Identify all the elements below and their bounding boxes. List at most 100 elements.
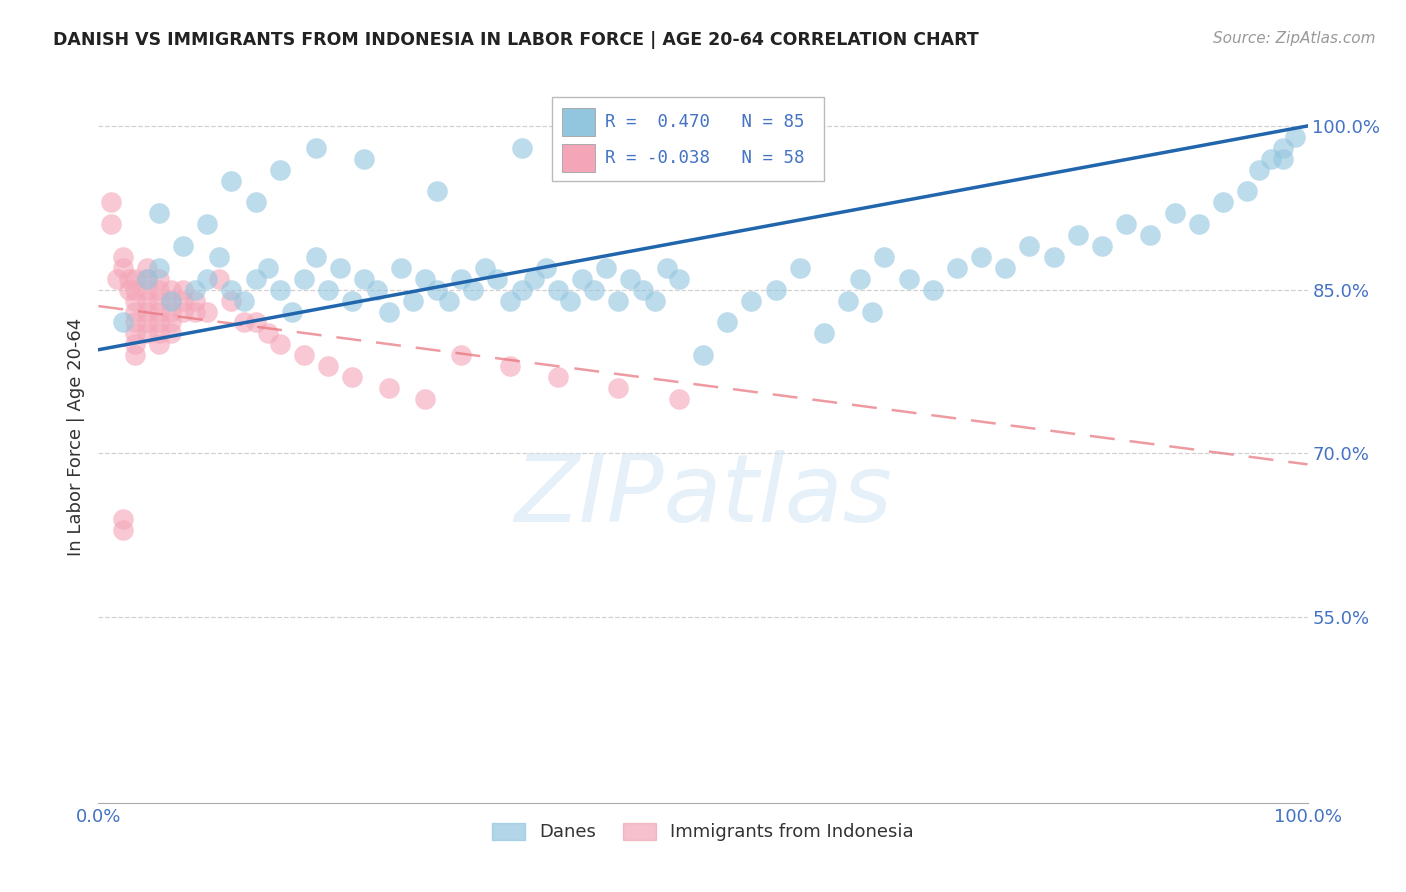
Point xyxy=(1272,141,1295,155)
Point xyxy=(124,272,146,286)
Point xyxy=(668,392,690,406)
Point xyxy=(474,260,496,275)
Point xyxy=(571,272,593,286)
Point xyxy=(269,283,291,297)
Point xyxy=(849,272,872,286)
Point xyxy=(1163,206,1185,220)
Text: ZIPatlas: ZIPatlas xyxy=(515,450,891,541)
Point xyxy=(305,250,328,264)
Point xyxy=(450,348,472,362)
Point xyxy=(172,239,194,253)
Point xyxy=(135,315,157,329)
Point xyxy=(426,283,449,297)
Point xyxy=(860,304,883,318)
Point xyxy=(377,381,399,395)
Point xyxy=(124,326,146,341)
Point xyxy=(195,304,218,318)
Point xyxy=(232,293,254,308)
Point xyxy=(329,260,352,275)
Point xyxy=(118,283,141,297)
Point xyxy=(221,283,243,297)
Point xyxy=(583,283,606,297)
Legend: Danes, Immigrants from Indonesia: Danes, Immigrants from Indonesia xyxy=(485,815,921,848)
Point xyxy=(135,272,157,286)
Point xyxy=(1067,228,1090,243)
Point xyxy=(160,293,183,308)
Point xyxy=(946,260,969,275)
Text: R = -0.038   N = 58: R = -0.038 N = 58 xyxy=(605,149,804,167)
Point xyxy=(160,315,183,329)
Point xyxy=(813,326,835,341)
Text: Source: ZipAtlas.com: Source: ZipAtlas.com xyxy=(1212,31,1375,46)
Point xyxy=(631,283,654,297)
Point xyxy=(558,293,581,308)
Point xyxy=(389,260,412,275)
Point xyxy=(1018,239,1040,253)
Point xyxy=(160,293,183,308)
Point xyxy=(994,260,1017,275)
Point xyxy=(534,260,557,275)
Point xyxy=(100,217,122,231)
Point xyxy=(208,250,231,264)
Point xyxy=(486,272,509,286)
Point xyxy=(135,272,157,286)
Point xyxy=(402,293,425,308)
Point xyxy=(463,283,485,297)
Point xyxy=(245,272,267,286)
Point xyxy=(184,304,207,318)
Point xyxy=(1042,250,1064,264)
Point xyxy=(269,162,291,177)
Bar xyxy=(561,144,595,171)
Point xyxy=(105,272,128,286)
Point xyxy=(740,293,762,308)
Point xyxy=(1249,162,1271,177)
Point xyxy=(195,272,218,286)
Point xyxy=(124,283,146,297)
Point xyxy=(607,293,630,308)
Point xyxy=(305,141,328,155)
Point xyxy=(148,326,170,341)
Point xyxy=(921,283,943,297)
Point xyxy=(1212,195,1234,210)
Point xyxy=(366,283,388,297)
Point xyxy=(426,185,449,199)
Point xyxy=(221,173,243,187)
Text: R =  0.470   N = 85: R = 0.470 N = 85 xyxy=(605,112,804,131)
Point xyxy=(160,283,183,297)
Point xyxy=(281,304,304,318)
Point xyxy=(195,217,218,231)
Point xyxy=(619,272,641,286)
Point xyxy=(498,293,520,308)
Point xyxy=(316,359,339,373)
Point xyxy=(342,370,364,384)
Point xyxy=(111,523,134,537)
Point xyxy=(1272,152,1295,166)
Point xyxy=(510,283,533,297)
Point xyxy=(256,326,278,341)
Point xyxy=(172,304,194,318)
Point xyxy=(595,260,617,275)
Point xyxy=(232,315,254,329)
Point xyxy=(111,250,134,264)
Point xyxy=(135,304,157,318)
Point xyxy=(607,381,630,395)
Point xyxy=(135,293,157,308)
Point xyxy=(148,315,170,329)
Point xyxy=(111,512,134,526)
Point xyxy=(148,337,170,351)
Point xyxy=(124,304,146,318)
Point xyxy=(1236,185,1258,199)
Point xyxy=(970,250,993,264)
Point xyxy=(655,260,678,275)
Point xyxy=(111,260,134,275)
Point xyxy=(111,315,134,329)
Point xyxy=(148,272,170,286)
Point xyxy=(413,392,436,406)
Point xyxy=(100,195,122,210)
Point xyxy=(148,293,170,308)
Point xyxy=(316,283,339,297)
Point xyxy=(523,272,546,286)
Point xyxy=(547,283,569,297)
Y-axis label: In Labor Force | Age 20-64: In Labor Force | Age 20-64 xyxy=(66,318,84,557)
Text: DANISH VS IMMIGRANTS FROM INDONESIA IN LABOR FORCE | AGE 20-64 CORRELATION CHART: DANISH VS IMMIGRANTS FROM INDONESIA IN L… xyxy=(53,31,979,49)
